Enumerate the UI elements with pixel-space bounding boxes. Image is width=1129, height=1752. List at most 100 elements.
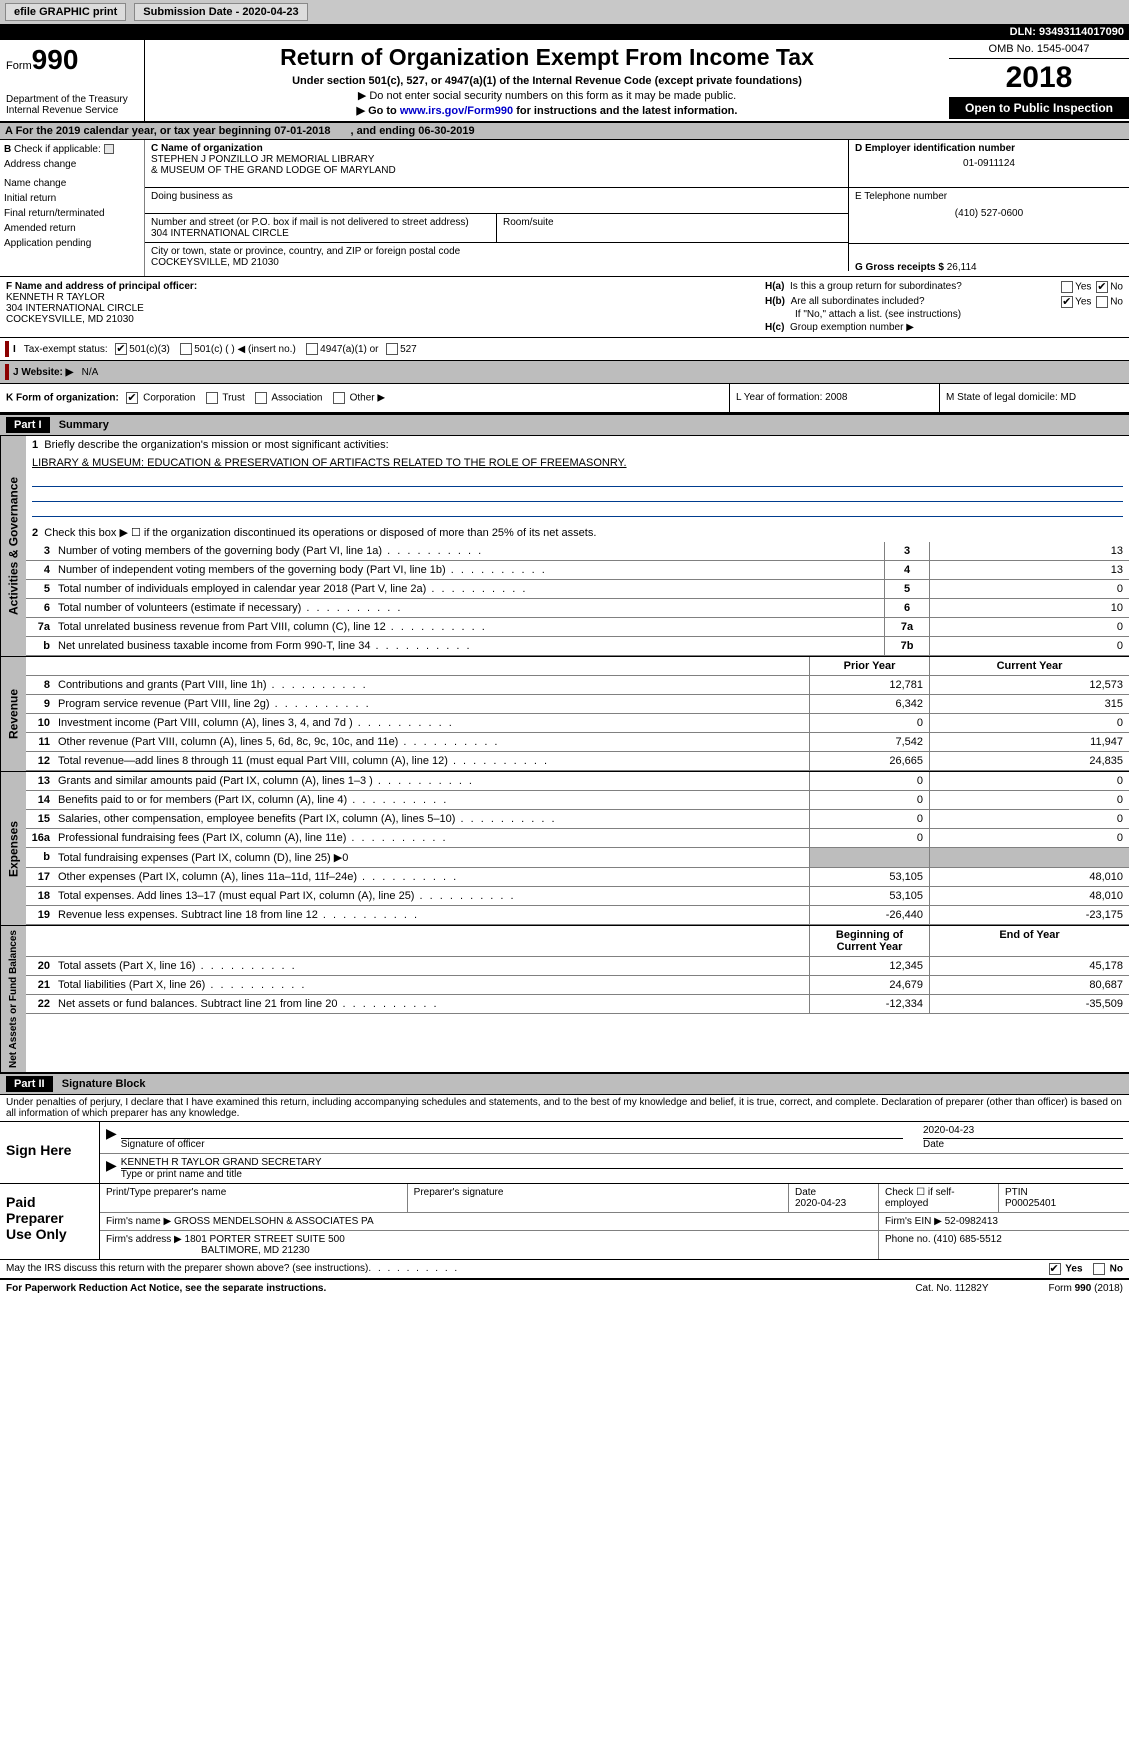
gross-value: 26,114 xyxy=(947,262,977,273)
table-row: 21Total liabilities (Part X, line 26)24,… xyxy=(26,976,1129,995)
ein-label: D Employer identification number xyxy=(855,143,1123,154)
table-row: 7aTotal unrelated business revenue from … xyxy=(26,618,1129,637)
discuss-yes[interactable] xyxy=(1049,1263,1061,1275)
form-subtitle-2: ▶ Do not enter social security numbers o… xyxy=(155,89,939,102)
perjury-statement: Under penalties of perjury, I declare th… xyxy=(0,1095,1129,1122)
sign-date: 2020-04-23 xyxy=(923,1125,1123,1139)
website-value: N/A xyxy=(82,367,99,378)
table-row: 5Total number of individuals employed in… xyxy=(26,580,1129,599)
ha-yes[interactable] xyxy=(1061,281,1073,293)
paid-preparer-label: Paid Preparer Use Only xyxy=(0,1184,100,1259)
col-c: C Name of organization STEPHEN J PONZILL… xyxy=(145,140,849,276)
row-a-left: A For the 2019 calendar year, or tax yea… xyxy=(5,125,330,137)
row-fh: F Name and address of principal officer:… xyxy=(0,277,1129,338)
begin-year-hdr: Beginning of Current Year xyxy=(809,926,929,956)
prior-year-hdr: Prior Year xyxy=(809,657,929,675)
row-a-right: , and ending 06-30-2019 xyxy=(350,125,474,137)
cb-4947[interactable] xyxy=(306,343,318,355)
cb-name-change: Name change xyxy=(4,178,140,189)
form-number: 990 xyxy=(32,44,79,75)
form-header: Form990 Department of the Treasury Inter… xyxy=(0,40,1129,123)
cb-other[interactable] xyxy=(333,392,345,404)
cb-527[interactable] xyxy=(386,343,398,355)
website-row: J Website: ▶ N/A xyxy=(0,361,1129,384)
current-year-hdr: Current Year xyxy=(929,657,1129,675)
table-row: 11Other revenue (Part VIII, column (A), … xyxy=(26,733,1129,752)
table-row: 4Number of independent voting members of… xyxy=(26,561,1129,580)
rev-vlabel: Revenue xyxy=(0,657,26,771)
paid-preparer-row: Paid Preparer Use Only Print/Type prepar… xyxy=(0,1184,1129,1260)
hb-yes[interactable] xyxy=(1061,296,1073,308)
expenses-section: Expenses 13Grants and similar amounts pa… xyxy=(0,772,1129,926)
self-employed-check: Check ☐ if self-employed xyxy=(879,1184,999,1213)
omb-number: OMB No. 1545-0047 xyxy=(949,40,1129,59)
prep-name-label: Print/Type preparer's name xyxy=(100,1184,408,1213)
irs-label: Internal Revenue Service xyxy=(6,105,138,116)
discuss-row: May the IRS discuss this return with the… xyxy=(0,1260,1129,1280)
cb-assoc[interactable] xyxy=(255,392,267,404)
table-row: 12Total revenue—add lines 8 through 11 (… xyxy=(26,752,1129,771)
dln-bar: DLN: 93493114017090 xyxy=(0,24,1129,40)
form-id-cell: Form990 Department of the Treasury Inter… xyxy=(0,40,145,121)
submission-date: Submission Date - 2020-04-23 xyxy=(134,3,307,21)
revenue-section: Revenue Prior Year Current Year 8Contrib… xyxy=(0,657,1129,772)
mission-text: LIBRARY & MUSEUM: EDUCATION & PRESERVATI… xyxy=(26,454,1129,472)
cb-trust[interactable] xyxy=(206,392,218,404)
gov-vlabel: Activities & Governance xyxy=(0,436,26,656)
footer-form: Form 990 (2018) xyxy=(1049,1283,1123,1294)
tax-exempt-row: I Tax-exempt status: 501(c)(3) 501(c) ( … xyxy=(0,338,1129,361)
part2-header: Part II Signature Block xyxy=(0,1073,1129,1095)
form-subtitle-1: Under section 501(c), 527, or 4947(a)(1)… xyxy=(155,75,939,87)
col-b: B Check if applicable: Address change Na… xyxy=(0,140,145,276)
cb-corp[interactable] xyxy=(126,392,138,404)
checkbox-applicable[interactable] xyxy=(104,144,114,154)
table-row: 6Total number of volunteers (estimate if… xyxy=(26,599,1129,618)
state-domicile: M State of legal domicile: MD xyxy=(939,384,1129,412)
city-label: City or town, state or province, country… xyxy=(151,246,842,257)
cb-501c[interactable] xyxy=(180,343,192,355)
cb-initial: Initial return xyxy=(4,193,140,204)
sign-here-label: Sign Here xyxy=(0,1122,100,1183)
group-return: H(a) Is this a group return for subordin… xyxy=(759,277,1129,337)
table-row: bTotal fundraising expenses (Part IX, co… xyxy=(26,848,1129,868)
phone-label: E Telephone number xyxy=(855,191,1123,202)
col-d: D Employer identification number 01-0911… xyxy=(849,140,1129,276)
open-to-public: Open to Public Inspection xyxy=(949,97,1129,119)
org-name-2: & MUSEUM OF THE GRAND LODGE OF MARYLAND xyxy=(151,165,842,176)
net-vlabel: Net Assets or Fund Balances xyxy=(0,926,26,1072)
efile-topbar: efile GRAPHIC print Submission Date - 20… xyxy=(0,0,1129,24)
dba-label: Doing business as xyxy=(151,191,842,202)
governance-section: Activities & Governance 1 Briefly descri… xyxy=(0,436,1129,657)
exp-vlabel: Expenses xyxy=(0,772,26,925)
table-row: 17Other expenses (Part IX, column (A), l… xyxy=(26,868,1129,887)
irs-link[interactable]: www.irs.gov/Form990 xyxy=(400,105,513,117)
ha-no[interactable] xyxy=(1096,281,1108,293)
redbar-j xyxy=(5,364,9,380)
footer-left: For Paperwork Reduction Act Notice, see … xyxy=(6,1283,326,1294)
table-row: 18Total expenses. Add lines 13–17 (must … xyxy=(26,887,1129,906)
street-label: Number and street (or P.O. box if mail i… xyxy=(151,217,490,228)
section-bcd: B Check if applicable: Address change Na… xyxy=(0,140,1129,277)
mission-line xyxy=(32,473,1123,487)
street-value: 304 INTERNATIONAL CIRCLE xyxy=(151,228,490,239)
principal-officer: F Name and address of principal officer:… xyxy=(0,277,759,337)
table-row: 20Total assets (Part X, line 16)12,34545… xyxy=(26,957,1129,976)
cb-501c3[interactable] xyxy=(115,343,127,355)
year-formation: L Year of formation: 2008 xyxy=(729,384,939,412)
table-row: 13Grants and similar amounts paid (Part … xyxy=(26,772,1129,791)
tax-year: 2018 xyxy=(949,59,1129,97)
cb-pending: Application pending xyxy=(4,238,140,249)
discuss-no[interactable] xyxy=(1093,1263,1105,1275)
form-title-cell: Return of Organization Exempt From Incom… xyxy=(145,40,949,121)
table-row: 14Benefits paid to or for members (Part … xyxy=(26,791,1129,810)
row-klm: K Form of organization: Corporation Trus… xyxy=(0,384,1129,414)
end-year-hdr: End of Year xyxy=(929,926,1129,956)
hb-no[interactable] xyxy=(1096,296,1108,308)
mission-line xyxy=(32,503,1123,517)
cb-address-change: Address change xyxy=(4,159,140,170)
gross-label: G Gross receipts $ xyxy=(855,262,944,273)
table-row: 10Investment income (Part VIII, column (… xyxy=(26,714,1129,733)
cb-final: Final return/terminated xyxy=(4,208,140,219)
table-row: 22Net assets or fund balances. Subtract … xyxy=(26,995,1129,1014)
cb-amended: Amended return xyxy=(4,223,140,234)
